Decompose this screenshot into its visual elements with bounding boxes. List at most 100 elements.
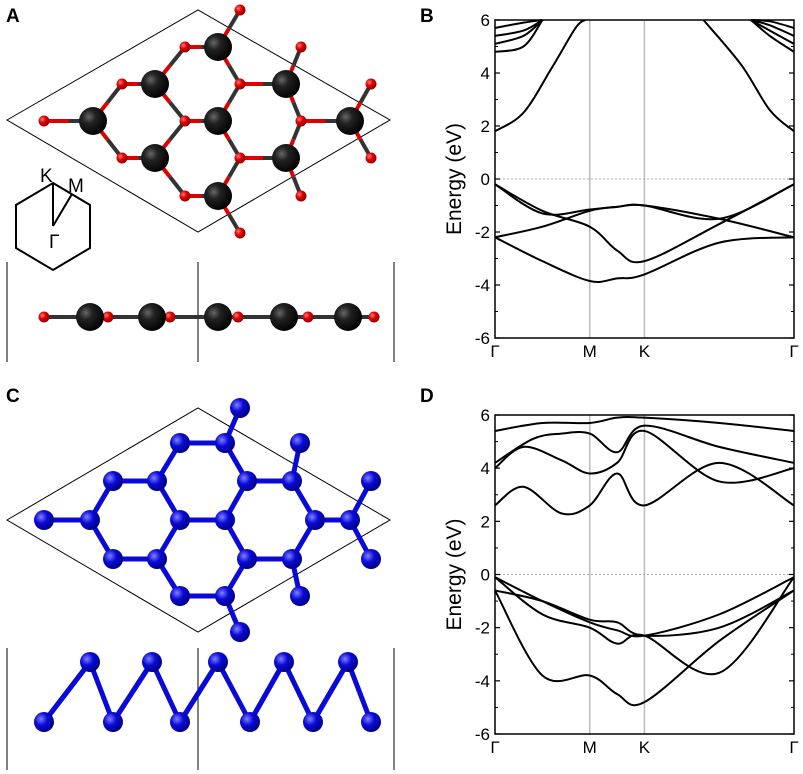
nitrogen-atom	[170, 712, 190, 732]
band-line	[494, 429, 795, 484]
kpoint-label: Γ	[490, 342, 499, 361]
bond	[110, 660, 155, 724]
carbon-atom	[141, 144, 169, 172]
carbon-atom	[138, 303, 166, 331]
nitrogen-atom	[237, 471, 257, 491]
nitrogen-atom	[34, 510, 54, 530]
band-line	[494, 576, 795, 676]
y-tick-label: 4	[481, 64, 490, 83]
oxygen-atom	[365, 78, 377, 90]
band-line	[494, 19, 586, 133]
panel-label-a: A	[6, 6, 20, 27]
carbon-atom	[79, 107, 107, 135]
bz-label-k: K	[40, 166, 53, 187]
band-line	[702, 19, 795, 133]
nitrogen-atom	[282, 549, 302, 569]
band-line	[494, 183, 795, 264]
bz-label-gamma: Γ	[49, 232, 59, 253]
band-line	[494, 19, 544, 53]
kpoint-label: Γ	[490, 738, 499, 757]
band-line	[494, 461, 795, 516]
bond	[281, 660, 316, 724]
oxygen-atom	[295, 190, 307, 202]
band-line	[494, 19, 544, 45]
oxygen-atom	[38, 311, 50, 323]
band-line	[494, 424, 795, 464]
oxygen-atom	[179, 41, 191, 53]
nitrogen-atom	[34, 712, 54, 732]
nitrogen-atom	[340, 510, 360, 530]
nitrogen-atom	[103, 712, 123, 732]
panel-label-b: B	[420, 6, 434, 27]
y-tick-label: 0	[481, 170, 490, 189]
brillouin-zone: K M Γ	[15, 166, 91, 272]
panel-c-side-view	[6, 648, 395, 770]
bond	[310, 660, 351, 724]
oxygen-atom	[116, 152, 128, 164]
y-axis-label: Energy (eV)	[443, 123, 466, 235]
panel-label-d: D	[420, 386, 434, 407]
oxygen-atom	[295, 41, 307, 53]
band-line	[494, 589, 795, 637]
carbon-atom	[76, 303, 104, 331]
nitrogen-atom	[170, 433, 190, 453]
nitrogen-atom	[237, 549, 257, 569]
bz-label-m: M	[68, 176, 84, 197]
bz-hexagon	[15, 181, 91, 272]
bond	[247, 660, 287, 724]
y-tick-label: -2	[475, 619, 490, 638]
nitrogen-atom	[147, 471, 167, 491]
oxygen-atom	[164, 311, 176, 323]
bond	[177, 660, 221, 724]
n-atoms	[34, 398, 381, 642]
nitrogen-atom	[215, 433, 235, 453]
y-tick-label: 2	[481, 512, 490, 531]
carbon-atom	[141, 70, 169, 98]
oxygen-atom	[234, 78, 246, 90]
band-line	[750, 19, 795, 53]
nitrogen-atom	[290, 433, 310, 453]
carbon-atom	[204, 107, 232, 135]
y-tick-label: 0	[481, 566, 490, 585]
nitrogen-atom	[338, 652, 358, 672]
oxygen-atom	[116, 78, 128, 90]
panel-c-top-view	[6, 398, 391, 642]
y-axis-label: Energy (eV)	[443, 518, 466, 630]
kpoint-label: Γ	[789, 342, 798, 361]
nitrogen-atom	[230, 622, 250, 642]
nitrogen-atom	[230, 398, 250, 418]
nitrogen-atom	[170, 586, 190, 606]
band-line	[750, 19, 795, 45]
nitrogen-atom	[103, 471, 123, 491]
nitrogen-atom	[361, 712, 381, 732]
y-tick-label: 6	[481, 11, 490, 30]
nitrogen-atom	[290, 586, 310, 606]
oxygen-atom	[234, 4, 246, 16]
nitrogen-atom	[215, 586, 235, 606]
band-line	[494, 19, 543, 37]
panel-a-top-view	[6, 4, 391, 239]
bond	[345, 661, 374, 723]
carbon-atom	[272, 144, 300, 172]
carbon-atom	[270, 303, 298, 331]
nitrogen-atom	[240, 712, 260, 732]
band-line	[494, 415, 795, 432]
bond	[215, 660, 253, 724]
bz-path-gm	[52, 193, 73, 227]
y-tick-label: -6	[475, 329, 490, 348]
y-tick-label: 2	[481, 117, 490, 136]
oxygen-atom	[232, 311, 244, 323]
carbon-atom	[204, 182, 232, 210]
nitrogen-atom	[80, 510, 100, 530]
y-tick-label: -6	[475, 725, 490, 744]
nitrogen-atom	[170, 510, 190, 530]
nitrogen-atom	[282, 471, 302, 491]
panel-a-side-view	[6, 262, 395, 362]
oxygen-atom	[234, 227, 246, 239]
nitrogen-atom	[142, 652, 162, 672]
band-line	[494, 203, 795, 239]
co-atoms	[38, 4, 377, 239]
carbon-atom	[204, 303, 232, 331]
nitrogen-atom	[274, 652, 294, 672]
